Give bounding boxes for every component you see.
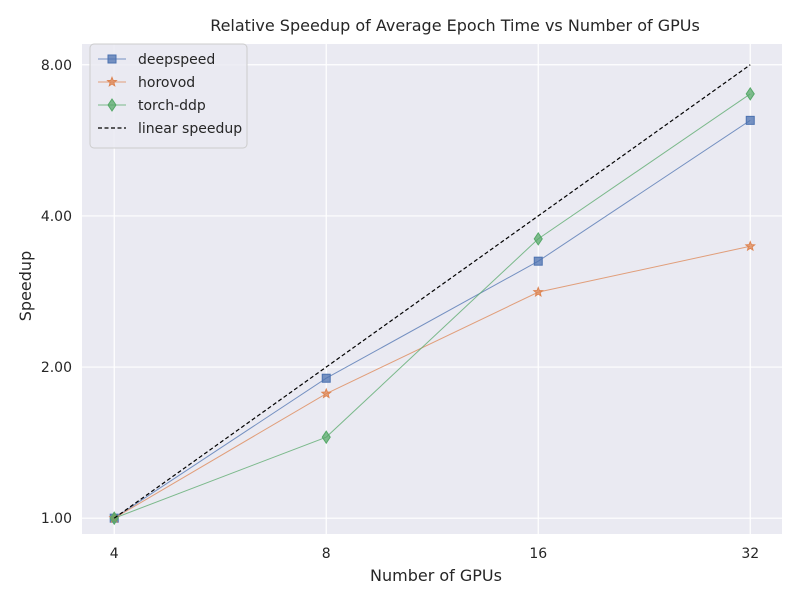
legend-marker [106, 76, 118, 87]
legend-item: horovod [98, 75, 195, 91]
data-point [745, 115, 755, 125]
y-axis-label: Speedup [16, 251, 35, 321]
y-tick-label: 2.00 [41, 360, 72, 376]
legend-item: torch-ddp [98, 98, 206, 114]
x-tick-label: 4 [110, 546, 119, 562]
series-line [113, 245, 751, 519]
legend-label: torch-ddp [138, 98, 206, 114]
legend-label: deepspeed [138, 52, 215, 68]
series-line [113, 64, 751, 519]
series-linear-speedup [113, 64, 751, 519]
chart-title: Relative Speedup of Average Epoch Time v… [210, 16, 700, 35]
series-line [114, 93, 751, 519]
legend-item: linear speedup [98, 121, 242, 137]
y-tick-label: 1.00 [41, 511, 72, 527]
y-tick-label: 4.00 [41, 209, 72, 225]
data-point [532, 286, 544, 297]
legend-label: horovod [138, 75, 195, 91]
data-point [321, 430, 331, 445]
legend-item: deepspeed [98, 52, 215, 68]
y-tick-label: 8.00 [41, 58, 72, 74]
legend: deepspeed horovod torch-ddp linear speedup [89, 43, 248, 149]
series-line [113, 119, 751, 519]
data-point [744, 240, 756, 252]
y-axis-ticks: 1.00 2.00 4.00 8.00 [41, 58, 72, 527]
x-tick-label: 16 [529, 546, 547, 562]
x-axis-ticks: 4 8 16 32 [110, 546, 759, 562]
data-point [745, 86, 755, 101]
data-point [533, 231, 543, 246]
legend-marker [107, 98, 117, 112]
x-axis-label: Number of GPUs [370, 566, 502, 585]
series-layer [108, 64, 756, 526]
legend-marker [107, 54, 117, 64]
legend-label: linear speedup [138, 121, 242, 137]
data-point [533, 256, 543, 266]
x-tick-label: 8 [322, 546, 331, 562]
x-tick-label: 32 [741, 546, 759, 562]
data-point [320, 387, 332, 399]
data-point [321, 373, 331, 383]
legend-box [89, 43, 248, 149]
